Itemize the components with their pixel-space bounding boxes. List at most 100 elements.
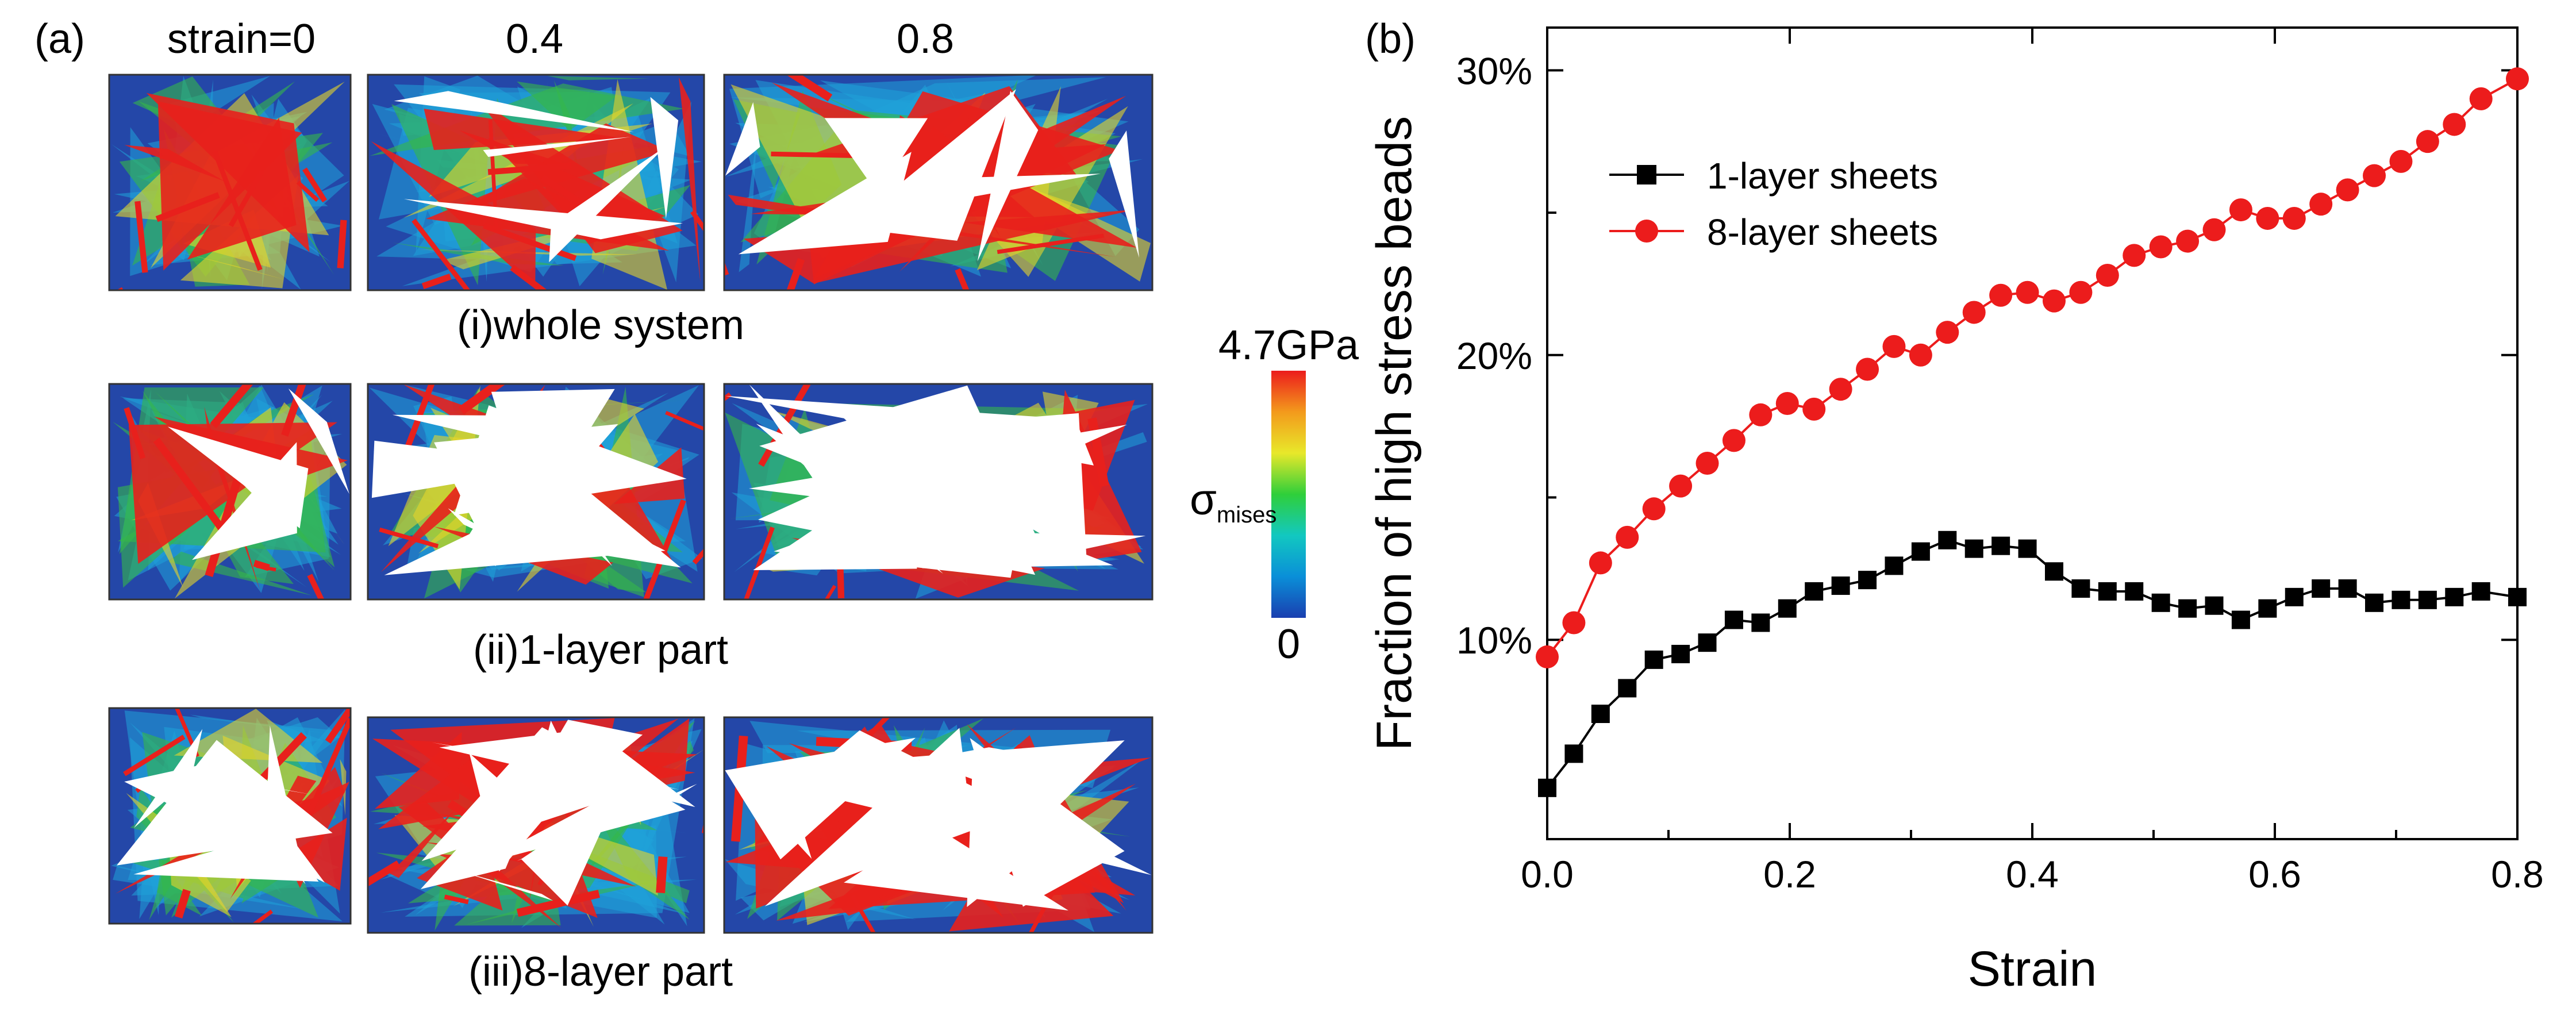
y-tick-label: 30% xyxy=(1456,49,1532,92)
data-point xyxy=(2178,599,2197,618)
x-tick-label: 0.8 xyxy=(2491,853,2544,895)
stress-map-r1-c2 xyxy=(723,383,1154,601)
data-point xyxy=(1778,599,1797,618)
colorbar-max-label: 4.7GPa xyxy=(1218,322,1359,368)
stress-map-r2-c0 xyxy=(108,707,352,925)
data-point xyxy=(1805,582,1824,601)
legend: 1-layer sheets 8-layer sheets xyxy=(1609,155,1938,253)
row-caption-0: (i)whole system xyxy=(457,302,744,348)
data-point xyxy=(2098,582,2117,601)
row-caption-1: (ii)1-layer part xyxy=(473,627,728,673)
x-axis-label: Strain xyxy=(1968,941,2097,997)
colorbar-symbol-sigma: σ xyxy=(1190,475,1217,524)
data-point xyxy=(2205,596,2224,615)
x-tick-label: 0.2 xyxy=(1763,853,1816,895)
data-point xyxy=(2445,587,2464,606)
data-point xyxy=(2231,610,2250,629)
data-point xyxy=(1669,474,1693,498)
data-point xyxy=(2016,280,2039,304)
data-point xyxy=(1938,530,1957,549)
series-line xyxy=(1546,539,2518,789)
data-point xyxy=(1989,283,2013,307)
col-header-0: strain=0 xyxy=(167,16,316,62)
data-point xyxy=(2123,244,2146,267)
data-point xyxy=(2071,579,2090,598)
data-point xyxy=(1751,613,1770,632)
data-point xyxy=(1749,403,1773,426)
data-point xyxy=(2018,539,2037,558)
data-point xyxy=(1589,551,1612,575)
data-point xyxy=(1616,525,1639,549)
y-tick-label: 10% xyxy=(1456,619,1532,662)
data-point xyxy=(2282,206,2306,230)
y-tick-label: 20% xyxy=(1456,335,1532,377)
data-point xyxy=(2042,289,2066,313)
data-point xyxy=(1564,744,1583,763)
series-8-layer-sheets xyxy=(1536,67,2529,668)
data-point xyxy=(1644,650,1663,669)
stress-map-r2-c2 xyxy=(723,716,1154,934)
data-point xyxy=(2389,149,2413,173)
data-point xyxy=(2176,229,2200,253)
y-axis-label: Fraction of high stress beads xyxy=(1367,116,1422,751)
data-point xyxy=(1962,301,1986,324)
panel-b: (b) Fraction of high stress beads Strain… xyxy=(1365,16,2544,997)
data-point xyxy=(2229,198,2252,222)
data-point xyxy=(1936,321,1959,344)
data-point xyxy=(2508,587,2527,606)
data-point xyxy=(1591,705,1610,724)
data-point xyxy=(1882,335,1906,358)
data-point xyxy=(2151,593,2170,612)
colorbar-symbol-subscript: mises xyxy=(1217,502,1277,528)
legend-label-8-layer: 8-layer sheets xyxy=(1707,212,1938,253)
legend-marker-1-layer xyxy=(1637,165,1656,184)
data-point xyxy=(1562,611,1586,635)
data-point xyxy=(2258,599,2277,618)
data-point xyxy=(1538,778,1556,797)
legend-label-1-layer: 1-layer sheets xyxy=(1707,155,1938,197)
data-point xyxy=(2416,130,2439,153)
data-point xyxy=(1856,357,1879,381)
data-point xyxy=(2256,206,2279,230)
data-point xyxy=(1802,397,1826,421)
data-point xyxy=(1722,429,1745,452)
data-point xyxy=(2285,587,2304,606)
data-point xyxy=(1536,645,1559,668)
data-point xyxy=(2392,590,2410,609)
data-point xyxy=(2069,280,2093,304)
col-header-2: 0.8 xyxy=(897,16,954,62)
x-tick-label: 0.6 xyxy=(2248,853,2301,895)
stress-map-r0-c1 xyxy=(367,74,705,291)
data-point xyxy=(2365,593,2384,612)
data-point xyxy=(1642,497,1666,521)
data-point xyxy=(1991,536,2010,555)
data-point xyxy=(2418,590,2437,609)
panel-a-label: (a) xyxy=(34,16,85,62)
data-point xyxy=(2202,218,2226,241)
panel-a: (a) strain=0 0.4 0.8 (i)whole system (ii… xyxy=(34,16,1359,995)
row-caption-2: (iii)8-layer part xyxy=(468,949,733,995)
line-chart: Fraction of high stress beads Strain 1-l… xyxy=(1367,26,2544,997)
row-captions: (i)whole system (ii)1-layer part (iii)8-… xyxy=(457,302,744,995)
data-point xyxy=(1698,633,1717,652)
stress-maps xyxy=(108,74,1154,934)
data-point xyxy=(2469,87,2493,110)
column-headers: strain=0 0.4 0.8 xyxy=(167,16,954,62)
data-point xyxy=(2044,562,2063,581)
data-point xyxy=(2443,113,2466,136)
data-point xyxy=(2125,582,2144,601)
colorbar: 4.7GPa 0 σmises xyxy=(1190,322,1359,667)
data-point xyxy=(2312,579,2331,598)
data-point xyxy=(2506,67,2529,91)
plot-frame xyxy=(1546,26,2519,840)
colorbar-symbol: σmises xyxy=(1190,475,1277,528)
data-point xyxy=(2096,264,2119,287)
stress-map-r1-c1 xyxy=(367,383,705,601)
data-point xyxy=(1618,679,1637,698)
data-point xyxy=(1775,391,1799,415)
data-point xyxy=(2149,235,2173,259)
data-point xyxy=(1909,343,1932,367)
data-point xyxy=(2309,193,2333,216)
data-point xyxy=(1831,576,1850,595)
